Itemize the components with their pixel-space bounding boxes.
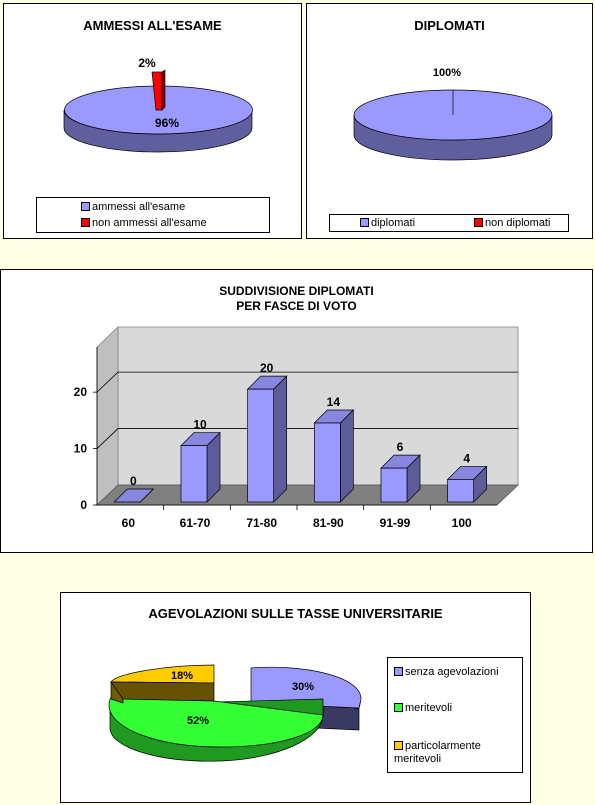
legend-label: particolarmente meritevoli [394,740,481,765]
y-tick-label: 0 [80,498,87,512]
legend-diplomati: diplomati non diplomati [329,214,569,232]
data-label: 20 [260,361,274,375]
pie-slice-non-ammessi-side [161,69,166,111]
legend-item-non-ammessi: non ammessi all'esame [81,217,207,229]
chart-panel-diplomati: DIPLOMATI 100% diplomati non diplomati [306,3,593,239]
chart-title-agevolazioni: AGEVOLAZIONI SULLE TASSE UNIVERSITARIE [148,606,443,621]
x-tick-label: 61-70 [180,516,211,530]
legend-item-non-diplomati: non diplomati [474,217,550,229]
bar [180,445,208,503]
data-label: 14 [327,395,341,409]
legend-label: ammessi all'esame [92,201,186,213]
legend-label: non diplomati [485,217,551,229]
legend-agevolazioni: senza agevolazioni meritevoli particolar… [387,657,523,773]
x-tick-label: 71-80 [246,516,277,530]
pie-chart-diplomati: 100% [353,67,553,161]
legend-ammessi: ammessi all'esame non ammessi all'esame [36,197,270,233]
data-label: 4 [463,451,470,465]
bar-side [140,488,154,503]
data-label-diplomati: 100% [433,67,461,79]
pie-chart-ammessi: 2% 96% [63,56,253,153]
data-label: 6 [397,440,404,454]
data-label-particolarmente: 18% [171,670,193,682]
pie-slice-senza [250,666,362,709]
legend-label: non ammessi all'esame [92,217,207,229]
x-tick-label: 60 [122,516,136,530]
legend-label: senza agevolazioni [405,666,499,678]
chart-title-ammessi: AMMESSI ALL'ESAME [83,18,222,33]
gridline [96,371,518,393]
chart-subtitle-fasce: PER FASCE DI VOTO [236,299,357,313]
chart-title-fasce: SUDDIVISIONE DIPLOMATI [219,284,374,298]
chart-panel-fasce-voto: SUDDIVISIONE DIPLOMATI PER FASCE DI VOTO… [0,269,593,553]
pie-floor-particolarmente [110,681,215,702]
bar [313,422,341,503]
legend-item-senza: senza agevolazioni [394,666,499,678]
legend-item-particolarmente: particolarmente meritevoli [394,740,518,766]
legend-swatch [81,217,90,227]
data-label: 10 [193,418,207,432]
x-tick-label: 91-99 [380,516,411,530]
legend-swatch [360,217,369,227]
legend-item-meritevoli: meritevoli [394,702,452,714]
bar [380,467,408,503]
chart-panel-ammessi: AMMESSI ALL'ESAME 2% 96% ammessi all'esam… [3,3,302,239]
chart-panel-agevolazioni: AGEVOLAZIONI SULLE TASSE UNIVERSITARIE 1… [60,592,531,803]
gridline [96,428,518,449]
legend-swatch [394,702,403,712]
legend-item-ammessi: ammessi all'esame [81,201,185,213]
bar [447,479,475,503]
data-label-ammessi: 96% [155,116,179,130]
legend-swatch [394,740,403,750]
legend-swatch [474,217,483,227]
legend-label: diplomati [371,217,416,229]
pie-chart-agevolazioni: 18% 52% 30% [108,664,362,762]
y-tick-label: 20 [74,385,88,399]
data-label-meritevoli: 52% [187,715,209,727]
legend-swatch [394,666,403,676]
bar-side [339,409,354,503]
bar-side [273,375,288,503]
data-label-senza: 30% [292,681,314,693]
pie-slice-particolarmente [110,664,215,684]
x-tick-label: 81-90 [313,516,344,530]
chart-title-diplomati: DIPLOMATI [414,18,485,33]
legend-swatch [81,201,90,211]
legend-item-diplomati: diplomati [360,217,415,229]
x-tick-label: 100 [452,516,472,530]
y-tick-label: 10 [74,442,88,456]
legend-label: meritevoli [405,702,453,714]
plot-side-wall [96,326,119,506]
data-label-non-ammessi: 2% [138,56,156,70]
data-label: 0 [130,474,137,488]
bar-chart-fasce-voto: 0 10 20 0 60 10 61-70 20 71-80 14 81-90 6 91-99 4 100 [74,326,519,530]
bar [247,388,275,503]
